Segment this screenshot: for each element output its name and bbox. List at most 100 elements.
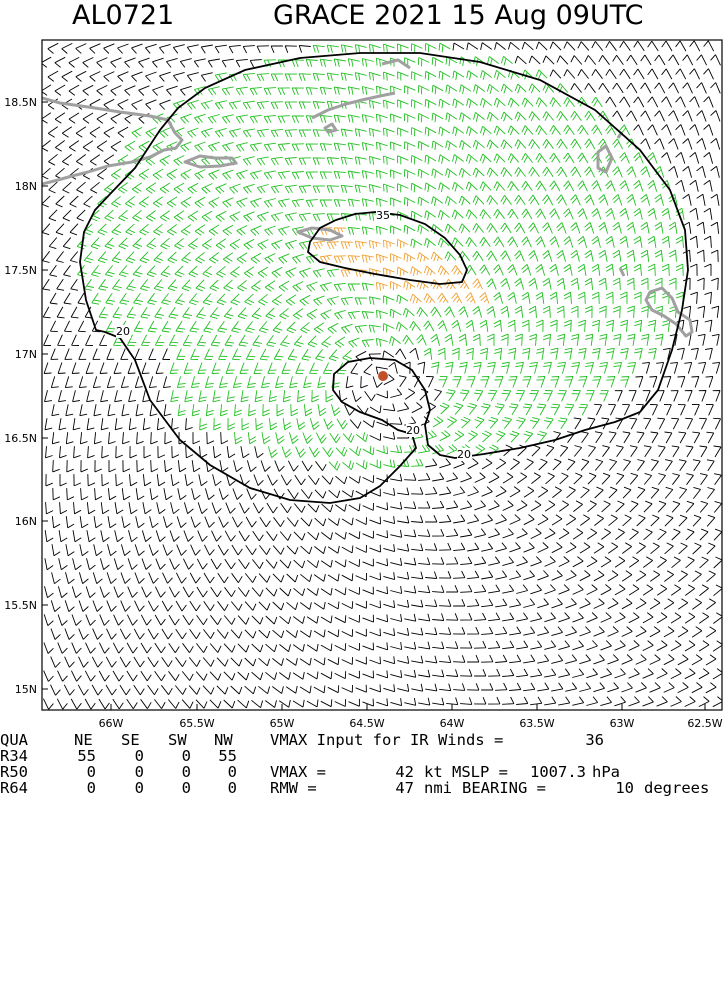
wind-barb: [594, 458, 604, 471]
x-tick-64-5w: 64.5W: [349, 717, 384, 730]
wind-barb: [684, 668, 696, 680]
wind-barb: [418, 472, 431, 481]
wind-barb: [480, 347, 489, 360]
wind-barb: [201, 238, 213, 250]
wind-barb: [446, 585, 459, 593]
wind-barb: [523, 542, 535, 553]
wind-barb: [347, 142, 360, 151]
wind-barb: [272, 629, 285, 639]
wind-barb: [682, 82, 693, 94]
wind-barb: [236, 252, 248, 264]
wind-barb: [523, 430, 534, 443]
wind-barb: [200, 44, 213, 54]
wind-barb: [573, 445, 583, 457]
wind-barb: [572, 696, 585, 706]
wind-barb: [521, 180, 533, 192]
wind-barb: [479, 319, 489, 332]
wind-barb: [57, 614, 68, 626]
wind-barb: [149, 516, 159, 529]
wind-barb: [550, 347, 559, 360]
wind-barb: [340, 269, 353, 278]
wind-barb: [217, 601, 229, 611]
wind-barb: [425, 655, 438, 664]
wind-barb: [313, 657, 326, 666]
wind-barb: [572, 556, 584, 568]
wind-barb: [348, 642, 360, 651]
wind-barb: [327, 573, 340, 582]
wind-barb: [261, 376, 270, 389]
wind-barb: [685, 445, 694, 458]
wind-barb: [459, 84, 472, 94]
wind-barb: [530, 528, 542, 540]
wind-barb: [613, 361, 623, 374]
wind-barb: [516, 640, 529, 650]
wind-barb: [328, 349, 339, 362]
wind-barb: [150, 432, 158, 445]
wind-barb: [149, 404, 158, 417]
wind-barb: [257, 239, 269, 250]
wind-barb: [63, 292, 72, 305]
wind-barb: [221, 58, 234, 68]
wind-barb: [168, 306, 178, 319]
wind-barb: [642, 390, 651, 402]
wind-barb: [167, 251, 178, 264]
wind-barb: [668, 54, 680, 66]
wind-barb: [120, 544, 131, 556]
wind-barb: [661, 152, 672, 164]
wind-barb: [500, 195, 512, 205]
wind-barb: [223, 671, 236, 681]
wind-barb: [120, 376, 129, 389]
wind-barb: [514, 250, 525, 262]
wind-barb: [274, 460, 285, 472]
wind-barb: [171, 446, 180, 459]
wind-barb: [93, 432, 102, 445]
wind-barb: [271, 239, 283, 250]
wind-barb: [572, 640, 584, 651]
wind-barb: [531, 444, 541, 457]
wind-barb: [566, 486, 576, 499]
wind-barb: [626, 54, 638, 66]
wind-barb: [599, 361, 609, 374]
wind-barb: [360, 376, 368, 389]
wind-barb: [710, 54, 721, 66]
wind-barb: [94, 488, 103, 501]
wind-barb: [313, 629, 326, 638]
wind-barb: [196, 586, 208, 598]
r34-nw: 55: [218, 747, 237, 765]
wind-barb: [594, 514, 604, 526]
wind-barb: [264, 280, 276, 292]
wind-barb: [612, 110, 624, 122]
wind-barb: [190, 544, 201, 556]
wind-barb: [210, 586, 222, 598]
wind-barb: [543, 390, 553, 402]
wind-barb: [691, 376, 700, 388]
wind-barb: [89, 154, 101, 166]
wind-barb: [628, 390, 637, 402]
wind-barb: [319, 171, 332, 180]
wind-barb: [203, 572, 215, 584]
wind-barb: [544, 668, 557, 678]
wind-barb: [154, 670, 166, 682]
wind-barb: [63, 265, 71, 277]
wind-barb: [424, 98, 437, 109]
wind-barb: [529, 389, 539, 402]
wind-barb: [460, 697, 473, 705]
wind-barb: [301, 460, 313, 472]
wind-barb: [361, 170, 374, 179]
wind-barb: [295, 362, 305, 374]
wind-barb: [150, 460, 159, 473]
wind-barb: [661, 235, 671, 248]
wind-barb: [446, 500, 459, 510]
wind-barb: [551, 598, 563, 609]
wind-barb: [537, 570, 549, 581]
wind-barb: [633, 152, 644, 164]
wind-barb: [608, 486, 618, 499]
wind-barb: [163, 488, 173, 501]
wind-barb: [586, 528, 598, 540]
wind-barb: [317, 404, 327, 417]
wind-barb: [256, 45, 269, 54]
wind-barb: [237, 643, 250, 653]
wind-barb: [122, 460, 131, 473]
wind-barb: [523, 486, 535, 498]
wind-barb: [270, 45, 283, 53]
